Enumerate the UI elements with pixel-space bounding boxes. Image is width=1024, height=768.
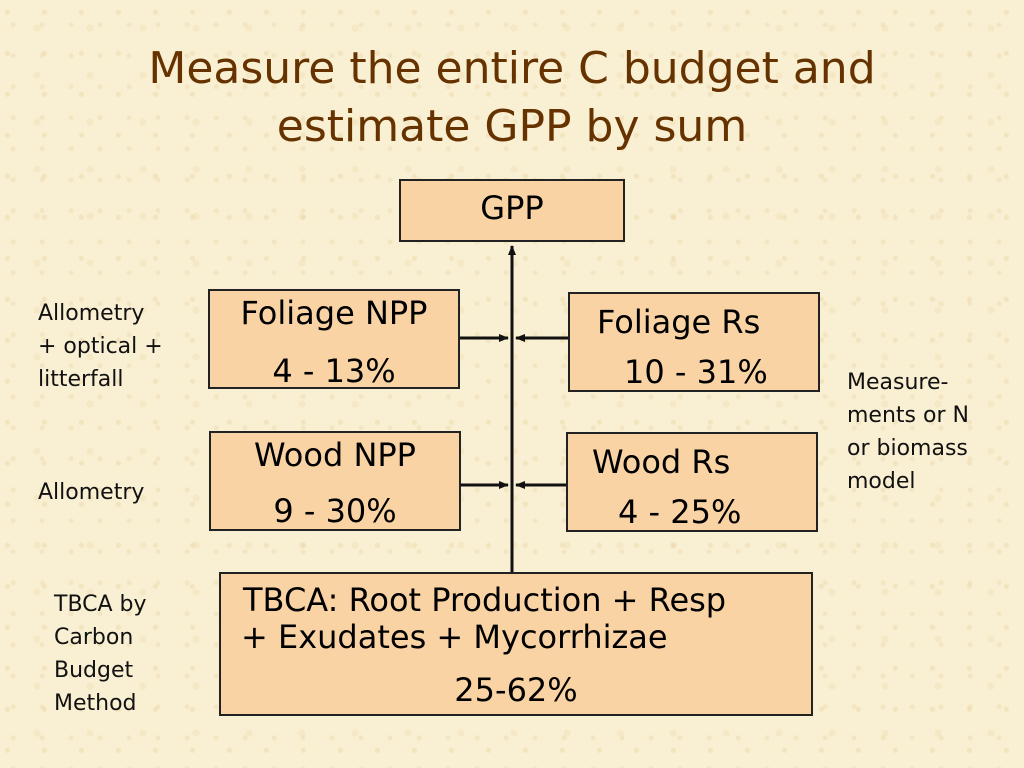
wood-rs-box: Wood Rs 4 - 25% [566, 432, 818, 532]
wood-method-line-1: Allometry [38, 480, 145, 505]
title-line-2: estimate GPP by sum [276, 101, 748, 152]
foliage-method-note: Allometry + optical + litterfall [38, 297, 163, 396]
slide-title: Measure the entire C budget and estimate… [0, 40, 1024, 156]
wood-npp-label: Wood NPP [254, 436, 416, 474]
wood-method-note: Allometry [38, 476, 144, 509]
foliage-npp-box: Foliage NPP 4 - 13% [208, 289, 460, 390]
tbca-line-2: + Exudates + Mycorrhizae [241, 618, 668, 656]
foliage-rs-label: Foliage Rs [597, 303, 761, 341]
respiration-method-line-3: or biomass [847, 436, 968, 461]
respiration-method-line-1: Measure- [847, 370, 949, 395]
tbca-line-1: TBCA: Root Production + Resp [243, 581, 727, 619]
tbca-range: 25-62% [454, 671, 578, 709]
wood-npp-range: 9 - 30% [273, 492, 397, 530]
foliage-rs-range: 10 - 31% [624, 353, 768, 391]
title-line-1: Measure the entire C budget and [148, 43, 876, 94]
foliage-method-line-3: litterfall [38, 367, 124, 392]
wood-npp-box: Wood NPP 9 - 30% [209, 431, 461, 531]
respiration-method-note: Measure- ments or N or biomass model [847, 366, 969, 498]
foliage-method-line-2: + optical + [38, 334, 163, 359]
wood-rs-range: 4 - 25% [618, 493, 742, 531]
foliage-method-line-1: Allometry [38, 301, 145, 326]
gpp-label: GPP [480, 189, 544, 227]
foliage-npp-range: 4 - 13% [272, 352, 396, 390]
foliage-npp-label: Foliage NPP [240, 294, 428, 332]
wood-rs-label: Wood Rs [592, 443, 731, 481]
tbca-method-line-3: Budget [54, 658, 134, 683]
tbca-box: TBCA: Root Production + Resp + Exudates … [219, 572, 813, 716]
respiration-method-line-2: ments or N [847, 403, 969, 428]
tbca-method-line-2: Carbon [54, 625, 134, 650]
gpp-box: GPP [399, 179, 625, 242]
tbca-method-line-4: Method [54, 691, 137, 716]
foliage-rs-box: Foliage Rs 10 - 31% [568, 292, 820, 392]
tbca-method-line-1: TBCA by [54, 592, 147, 617]
tbca-method-note: TBCA by Carbon Budget Method [54, 588, 147, 720]
respiration-method-line-4: model [847, 469, 916, 494]
